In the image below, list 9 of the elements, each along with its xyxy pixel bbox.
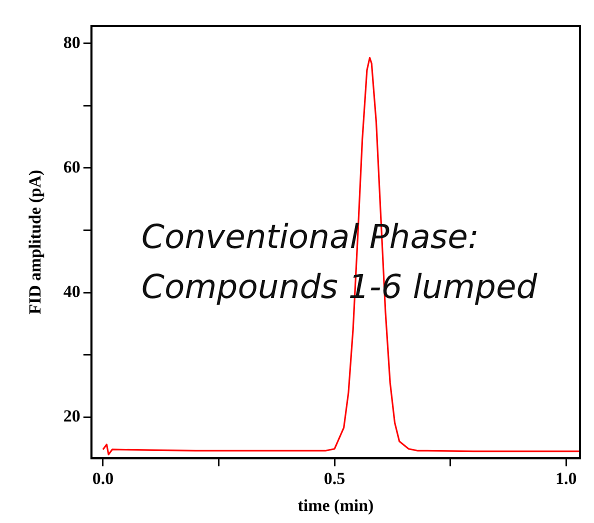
x-axis-title: time (min) (298, 496, 374, 516)
y-axis-title: FID amplitude (pA) (26, 170, 45, 314)
x-tick-label: 0.5 (324, 468, 346, 488)
x-tick-label: 0.0 (92, 468, 114, 488)
y-tick-label: 60 (63, 157, 80, 176)
y-tick-label: 40 (63, 282, 80, 301)
y-tick-label: 20 (63, 406, 80, 426)
y-tick-label: 80 (63, 32, 80, 52)
x-tick-label: 1.0 (555, 468, 577, 488)
